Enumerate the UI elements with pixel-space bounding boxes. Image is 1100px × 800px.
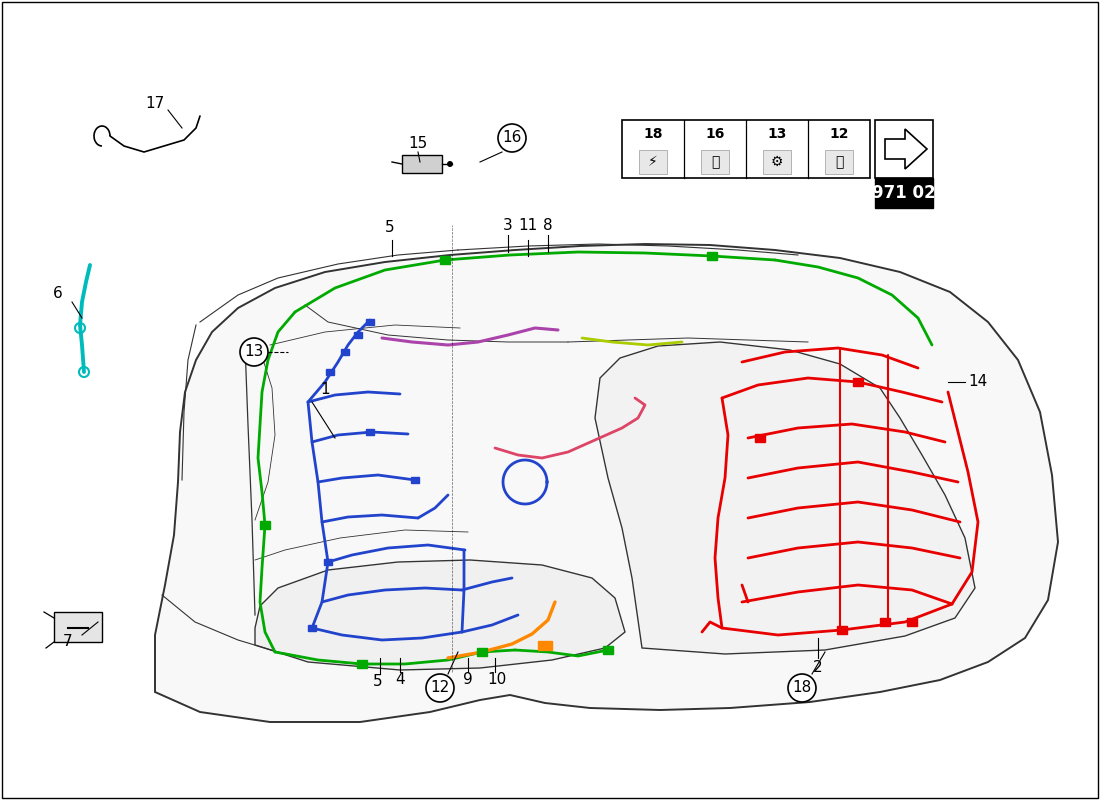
Bar [755,434,764,442]
Circle shape [240,338,268,366]
Bar [603,646,613,654]
Bar [54,612,102,642]
Bar [402,155,442,173]
Text: ⚡: ⚡ [648,155,658,169]
Bar [852,378,864,386]
Text: 971 02: 971 02 [872,184,936,202]
Text: 🔗: 🔗 [835,155,844,169]
Bar [639,150,667,174]
Bar [326,369,334,375]
Bar [908,618,917,626]
Bar [354,332,362,338]
Text: 4: 4 [395,673,405,687]
Text: 6: 6 [53,286,63,302]
Bar [874,178,933,208]
Polygon shape [595,342,975,654]
Bar [874,120,933,178]
Bar [477,648,487,656]
Text: 13: 13 [244,345,264,359]
Bar [538,641,552,650]
Bar [880,618,890,626]
Bar [324,559,332,565]
Text: 5: 5 [385,221,395,235]
Circle shape [426,674,454,702]
Text: 🔌: 🔌 [711,155,719,169]
Text: 14: 14 [968,374,988,390]
Text: 10: 10 [487,673,507,687]
Text: 2: 2 [813,661,823,675]
Text: 1: 1 [320,382,330,398]
Text: ⚙: ⚙ [771,155,783,169]
Bar [621,120,870,178]
Text: 3: 3 [503,218,513,234]
Bar [763,150,791,174]
Polygon shape [255,560,625,670]
Circle shape [498,124,526,152]
Bar [366,319,374,325]
Bar [366,429,374,435]
Text: a passion for cars: a passion for cars [376,459,744,501]
Text: 16: 16 [503,130,521,146]
Bar [837,626,847,634]
Bar [411,477,419,483]
Bar [341,349,349,355]
Text: 13: 13 [768,127,786,141]
Bar [707,252,717,260]
Bar [308,625,316,631]
Text: 15: 15 [408,137,428,151]
Text: EUROCHARS: EUROCHARS [232,364,889,456]
Text: 18: 18 [644,127,662,141]
Text: 9: 9 [463,673,473,687]
Circle shape [447,161,453,167]
Bar [358,660,367,668]
Polygon shape [886,129,927,169]
Text: 5: 5 [373,674,383,690]
Text: 18: 18 [792,681,812,695]
Bar [440,256,450,264]
Text: 11: 11 [518,218,538,234]
Polygon shape [155,244,1058,722]
Text: 17: 17 [145,95,165,110]
Text: 16: 16 [705,127,725,141]
Text: 12: 12 [829,127,849,141]
Bar [260,521,270,529]
Bar [825,150,852,174]
Text: 12: 12 [430,681,450,695]
Bar [701,150,729,174]
Text: 7: 7 [63,634,73,650]
Text: 8: 8 [543,218,553,234]
Circle shape [788,674,816,702]
